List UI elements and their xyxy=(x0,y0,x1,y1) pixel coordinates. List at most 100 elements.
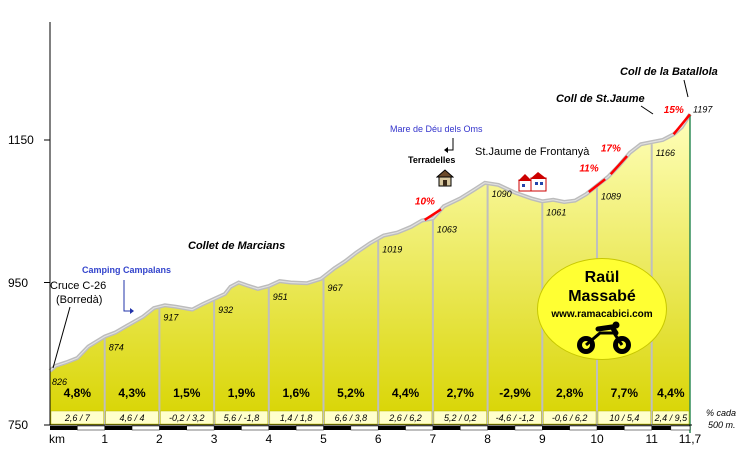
km-strip-light xyxy=(624,425,652,431)
x-tick-label: 9 xyxy=(539,432,546,446)
km-strip-dark xyxy=(651,426,671,430)
altitude-label: 1061 xyxy=(546,207,566,217)
x-tick-label: 6 xyxy=(375,432,382,446)
partial-gradient-box xyxy=(488,410,542,425)
crossing-pointer xyxy=(52,306,71,369)
altitude-label: 1090 xyxy=(492,189,512,199)
km-strip-light xyxy=(460,425,488,431)
place-coll-batallola: Coll de la Batallola xyxy=(620,66,718,78)
segment-gradient: 2,8% xyxy=(556,386,584,400)
author-website[interactable]: www.ramacabici.com xyxy=(551,309,653,320)
partial-gradient-box xyxy=(214,410,269,425)
altitude-label: 1089 xyxy=(601,192,621,202)
partial-gradient-box xyxy=(597,410,651,425)
partial-gradient-box xyxy=(160,410,214,425)
place-coll-stjaume: Coll de St.Jaume xyxy=(556,93,645,105)
y-tick-label: 750 xyxy=(8,418,29,432)
km-strip-dark xyxy=(104,426,133,430)
segment-gradient: 2,7% xyxy=(447,386,475,400)
camping-arrowhead xyxy=(130,308,134,314)
max-gradient-label: 10% xyxy=(415,196,435,207)
x-tick-label: km xyxy=(49,432,65,446)
camping-pointer xyxy=(123,280,131,312)
partial-gradient: 6,6 / 3,8 xyxy=(335,413,368,423)
steep-section-marker xyxy=(424,208,442,222)
km-strip-dark xyxy=(323,426,351,430)
km-strip-light xyxy=(569,425,598,431)
partial-gradient-box xyxy=(652,410,690,425)
altitude-label: 1197 xyxy=(693,104,713,114)
steep-section-marker xyxy=(672,113,691,136)
x-tick-label: 8 xyxy=(484,432,491,446)
partial-gradient: 1,4 / 1,8 xyxy=(280,413,313,423)
house-icon xyxy=(436,169,454,187)
altitude-label: 932 xyxy=(218,305,233,315)
altitude-label: 951 xyxy=(273,292,288,302)
steep-section-marker xyxy=(609,155,629,176)
km-strip-dark xyxy=(378,426,406,430)
place-crossing-line1: Cruce C-26 xyxy=(50,280,107,292)
segment-gradient: 1,5% xyxy=(173,386,201,400)
place-camping: Camping Campalans xyxy=(82,265,172,275)
partial-gradient-box xyxy=(105,410,159,425)
km-strip-light xyxy=(241,425,270,431)
partial-gradient: 2,6 / 6,2 xyxy=(388,413,422,423)
km-strip-dark xyxy=(214,426,242,430)
partial-gradient: -0,6 / 6,2 xyxy=(552,413,588,423)
x-tick-label: 10 xyxy=(590,432,604,446)
partial-gradient: 2,4 / 9,5 xyxy=(654,413,689,423)
partial-gradient: -0,2 / 3,2 xyxy=(169,413,205,423)
segment-gradient: -2,9% xyxy=(499,386,531,400)
altitude-label: 1166 xyxy=(656,148,675,158)
segment-gradient: 4,8% xyxy=(64,386,92,400)
km-strip-dark xyxy=(597,426,625,430)
km-strip-light xyxy=(514,425,543,431)
km-strip-light xyxy=(186,425,215,431)
segment-gradient: 1,6% xyxy=(282,386,310,400)
mare-pointer xyxy=(446,138,454,151)
km-strip-light xyxy=(405,425,434,431)
partial-note-line1: % cada xyxy=(706,408,737,418)
author-badge: Raül Massabé www.ramacabici.com xyxy=(537,258,667,360)
altitude-label: 1063 xyxy=(437,224,457,234)
altitude-label: 1019 xyxy=(382,245,402,255)
km-strip-dark xyxy=(268,426,297,430)
km-strip-light xyxy=(77,425,105,431)
partial-gradient-box xyxy=(433,410,487,425)
steep-section-marker xyxy=(588,178,606,193)
segment-gradient: 4,4% xyxy=(657,386,685,400)
km-strip-light xyxy=(131,425,160,431)
author-last-name: Massabé xyxy=(568,288,636,305)
partial-gradient-box xyxy=(378,410,433,425)
x-tick-label: 11 xyxy=(645,432,658,446)
partial-gradient-box xyxy=(50,410,104,425)
km-strip-dark xyxy=(159,426,187,430)
partial-gradient: 5,2 / 0,2 xyxy=(444,413,477,423)
km-strip-dark xyxy=(542,426,570,430)
x-tick-label: 7 xyxy=(430,432,437,446)
km-strip-light xyxy=(295,425,324,431)
partial-gradient-box xyxy=(324,410,378,425)
mare-arrowhead xyxy=(444,147,448,153)
km-strip-light xyxy=(350,425,379,431)
x-tick-label: 2 xyxy=(156,432,163,446)
partial-gradient-box xyxy=(269,410,323,425)
x-tick-label: 3 xyxy=(211,432,218,446)
partial-note-line2: 500 m. xyxy=(708,420,736,430)
y-tick-label: 950 xyxy=(8,276,29,290)
max-gradient-label: 15% xyxy=(664,105,684,116)
place-collet: Collet de Marcians xyxy=(188,240,286,252)
partial-gradient: 10 / 5,4 xyxy=(609,413,639,423)
coll-batallola-pointer xyxy=(683,79,689,98)
partial-gradient: 5,6 / -1,8 xyxy=(224,413,260,423)
coll-stjaume-pointer xyxy=(640,105,654,115)
partial-gradient: -4,6 / -1,2 xyxy=(496,413,535,423)
place-terradelles: Terradelles xyxy=(408,155,456,165)
max-gradient-label: 17% xyxy=(601,144,621,155)
y-tick-label: 1150 xyxy=(8,133,34,147)
place-mare-de-deu: Mare de Déu dels Oms xyxy=(390,124,483,134)
partial-gradient: 2,6 / 7 xyxy=(64,413,91,423)
segment-gradient: 7,7% xyxy=(611,386,639,400)
x-tick-label: 11,7 xyxy=(679,432,702,446)
partial-gradient-box xyxy=(543,410,597,425)
